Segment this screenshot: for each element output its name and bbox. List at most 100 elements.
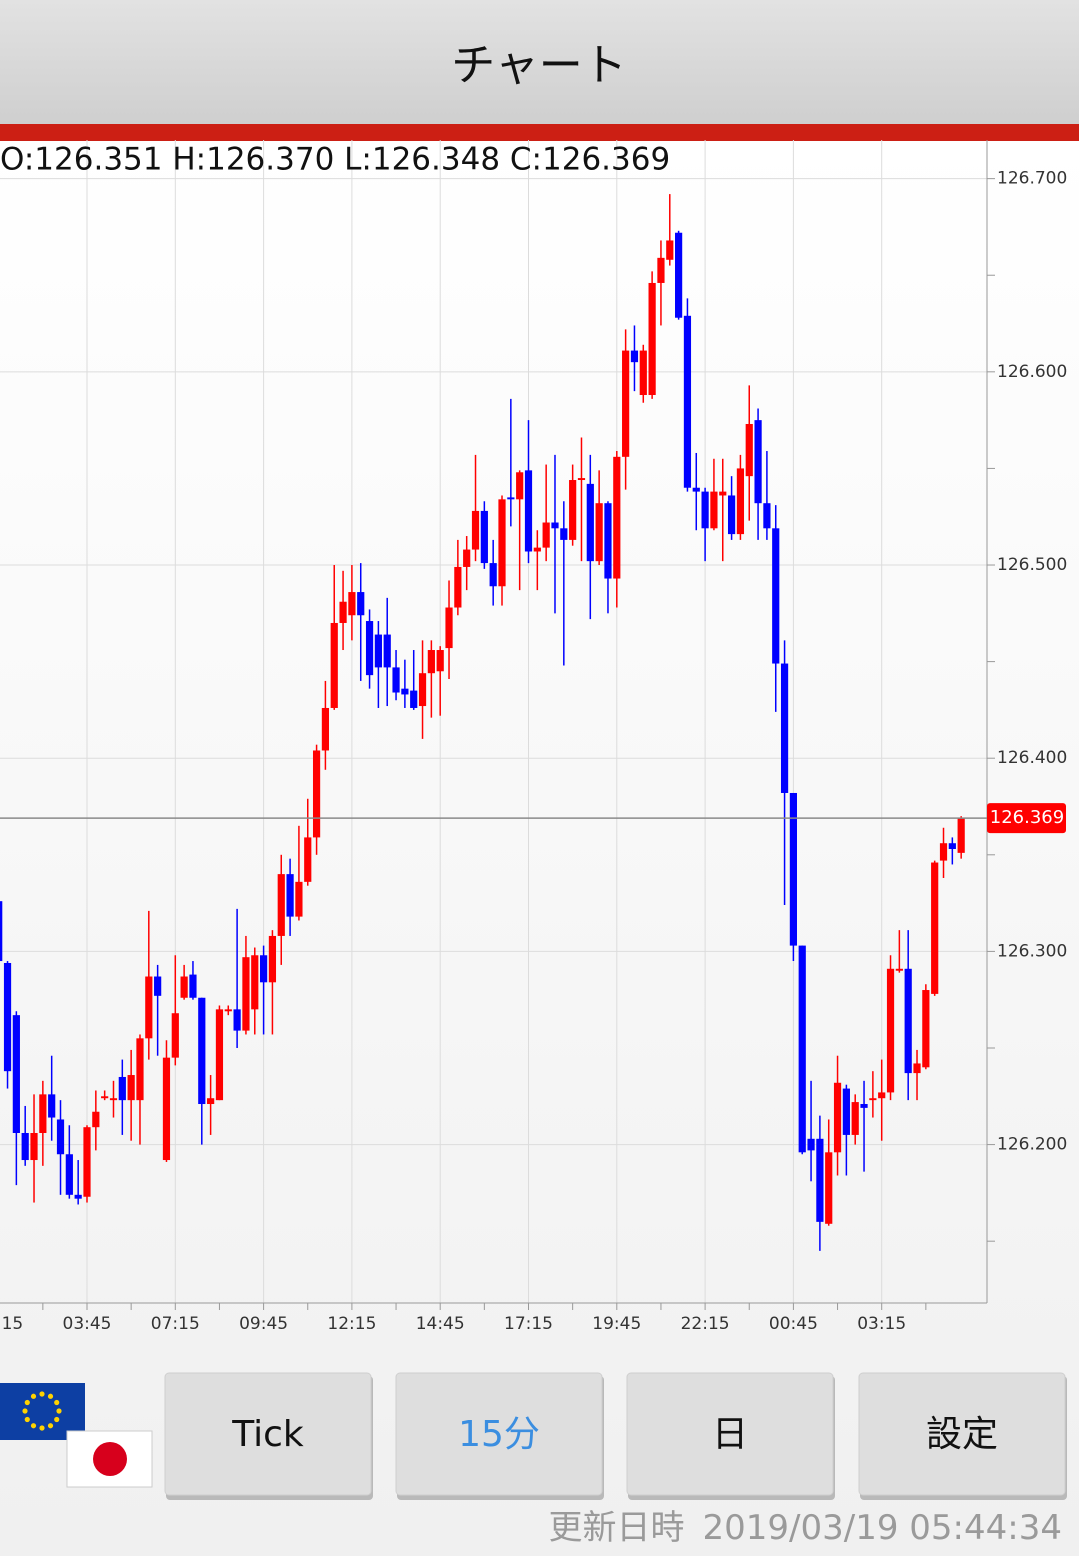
candle-body: [807, 1138, 815, 1151]
background: [0, 140, 1079, 1556]
button-face: [395, 1372, 603, 1496]
candle-body: [312, 750, 321, 838]
tab-button[interactable]: 15分: [395, 1372, 604, 1500]
candle-body: [683, 315, 692, 488]
candle-body: [948, 843, 956, 850]
eu-stars: [22, 1391, 62, 1431]
candle-body: [480, 510, 488, 564]
candle-body: [348, 592, 356, 616]
x-tick-label: 12:15: [327, 1314, 376, 1334]
eu-star: [39, 1425, 45, 1431]
candle-body: [816, 1138, 824, 1222]
candle-body: [145, 976, 153, 1039]
candle-body: [233, 1009, 241, 1031]
candle-body: [754, 420, 762, 504]
candle-body: [931, 862, 939, 994]
candle-body: [595, 503, 603, 562]
eu-star: [24, 1416, 30, 1423]
candle-body: [339, 601, 347, 623]
eu-star: [47, 1423, 54, 1429]
candle-body: [21, 1132, 29, 1161]
candle-body: [489, 563, 497, 587]
candle-body: [215, 1009, 224, 1101]
candle-body: [745, 423, 753, 477]
candle-body: [939, 843, 948, 861]
eu-star: [54, 1416, 60, 1423]
candle-body: [577, 478, 586, 481]
candle-body: [471, 510, 480, 550]
candle-body: [198, 997, 206, 1105]
eu-star: [56, 1408, 62, 1414]
candle-body: [560, 528, 568, 540]
candle-body: [3, 962, 12, 1072]
eu-star: [30, 1423, 37, 1429]
candle-body: [162, 1057, 171, 1161]
candle-body: [277, 874, 285, 936]
candle-body: [507, 497, 515, 500]
candle-body: [763, 503, 771, 529]
candle-body: [392, 667, 400, 693]
tab-button[interactable]: Tick: [164, 1372, 373, 1500]
candle-body: [586, 483, 594, 562]
x-tick-label: 09:45: [239, 1314, 288, 1334]
button-face: [626, 1372, 834, 1496]
candle-body: [445, 607, 453, 649]
candle-body: [904, 968, 912, 1074]
candle-body: [639, 350, 647, 396]
x-tick-label: 07:15: [151, 1314, 200, 1334]
candle-body: [613, 456, 621, 579]
candle-body: [798, 945, 806, 1153]
candle-body: [242, 957, 250, 1031]
y-tick-label: 126.700: [997, 169, 1067, 189]
candle-body: [127, 1075, 135, 1101]
button-label: 設定: [926, 1414, 998, 1455]
x-tick-label: 03:45: [63, 1314, 112, 1334]
current-price-box: [987, 803, 1066, 834]
candle-body: [12, 1015, 20, 1133]
candle-body: [154, 976, 162, 996]
candle-body: [772, 528, 780, 664]
candle-body: [260, 955, 268, 983]
candle-body: [418, 673, 427, 707]
update-label-text: 更新日時: [549, 1508, 685, 1548]
candle-body: [851, 1102, 859, 1135]
candle-body: [913, 1063, 921, 1074]
x-tick-label: 01:15: [0, 1314, 23, 1334]
button-bar: Tick 15分 日 設定: [164, 1372, 1067, 1500]
x-tick-label: 22:15: [681, 1314, 730, 1334]
candle-body: [789, 792, 797, 946]
candle-body: [109, 1098, 118, 1101]
candle-body: [569, 480, 577, 540]
candle-body: [878, 1092, 886, 1099]
candle-body: [410, 690, 418, 708]
candle-body: [736, 468, 745, 535]
candle-body: [48, 1094, 56, 1118]
y-tick-label: 126.400: [997, 748, 1067, 768]
candle-body: [56, 1119, 65, 1155]
x-tick-label: 19:45: [592, 1314, 641, 1334]
candle-body: [171, 1013, 179, 1058]
candle-body: [374, 634, 382, 668]
y-tick-label: 126.500: [997, 555, 1067, 575]
candle-body: [454, 566, 462, 608]
candle-body: [92, 1111, 100, 1128]
tab-button[interactable]: 設定: [858, 1372, 1067, 1500]
candle-body: [701, 491, 709, 529]
header-title: チャート: [451, 40, 627, 91]
candle-body: [74, 1194, 82, 1199]
candle-body: [463, 549, 471, 567]
accent-bar: [0, 124, 1079, 141]
candle-body: [675, 232, 683, 318]
candle-body: [842, 1088, 850, 1135]
candle-body: [542, 522, 550, 548]
candle-body: [39, 1094, 47, 1133]
candle-body: [780, 663, 789, 793]
eu-star: [47, 1393, 54, 1399]
y-tick-label: 126.200: [997, 1135, 1067, 1155]
candle-body: [401, 688, 409, 695]
candle-body: [886, 968, 895, 1093]
candle-body: [357, 592, 365, 616]
tab-button[interactable]: 日: [626, 1372, 835, 1500]
